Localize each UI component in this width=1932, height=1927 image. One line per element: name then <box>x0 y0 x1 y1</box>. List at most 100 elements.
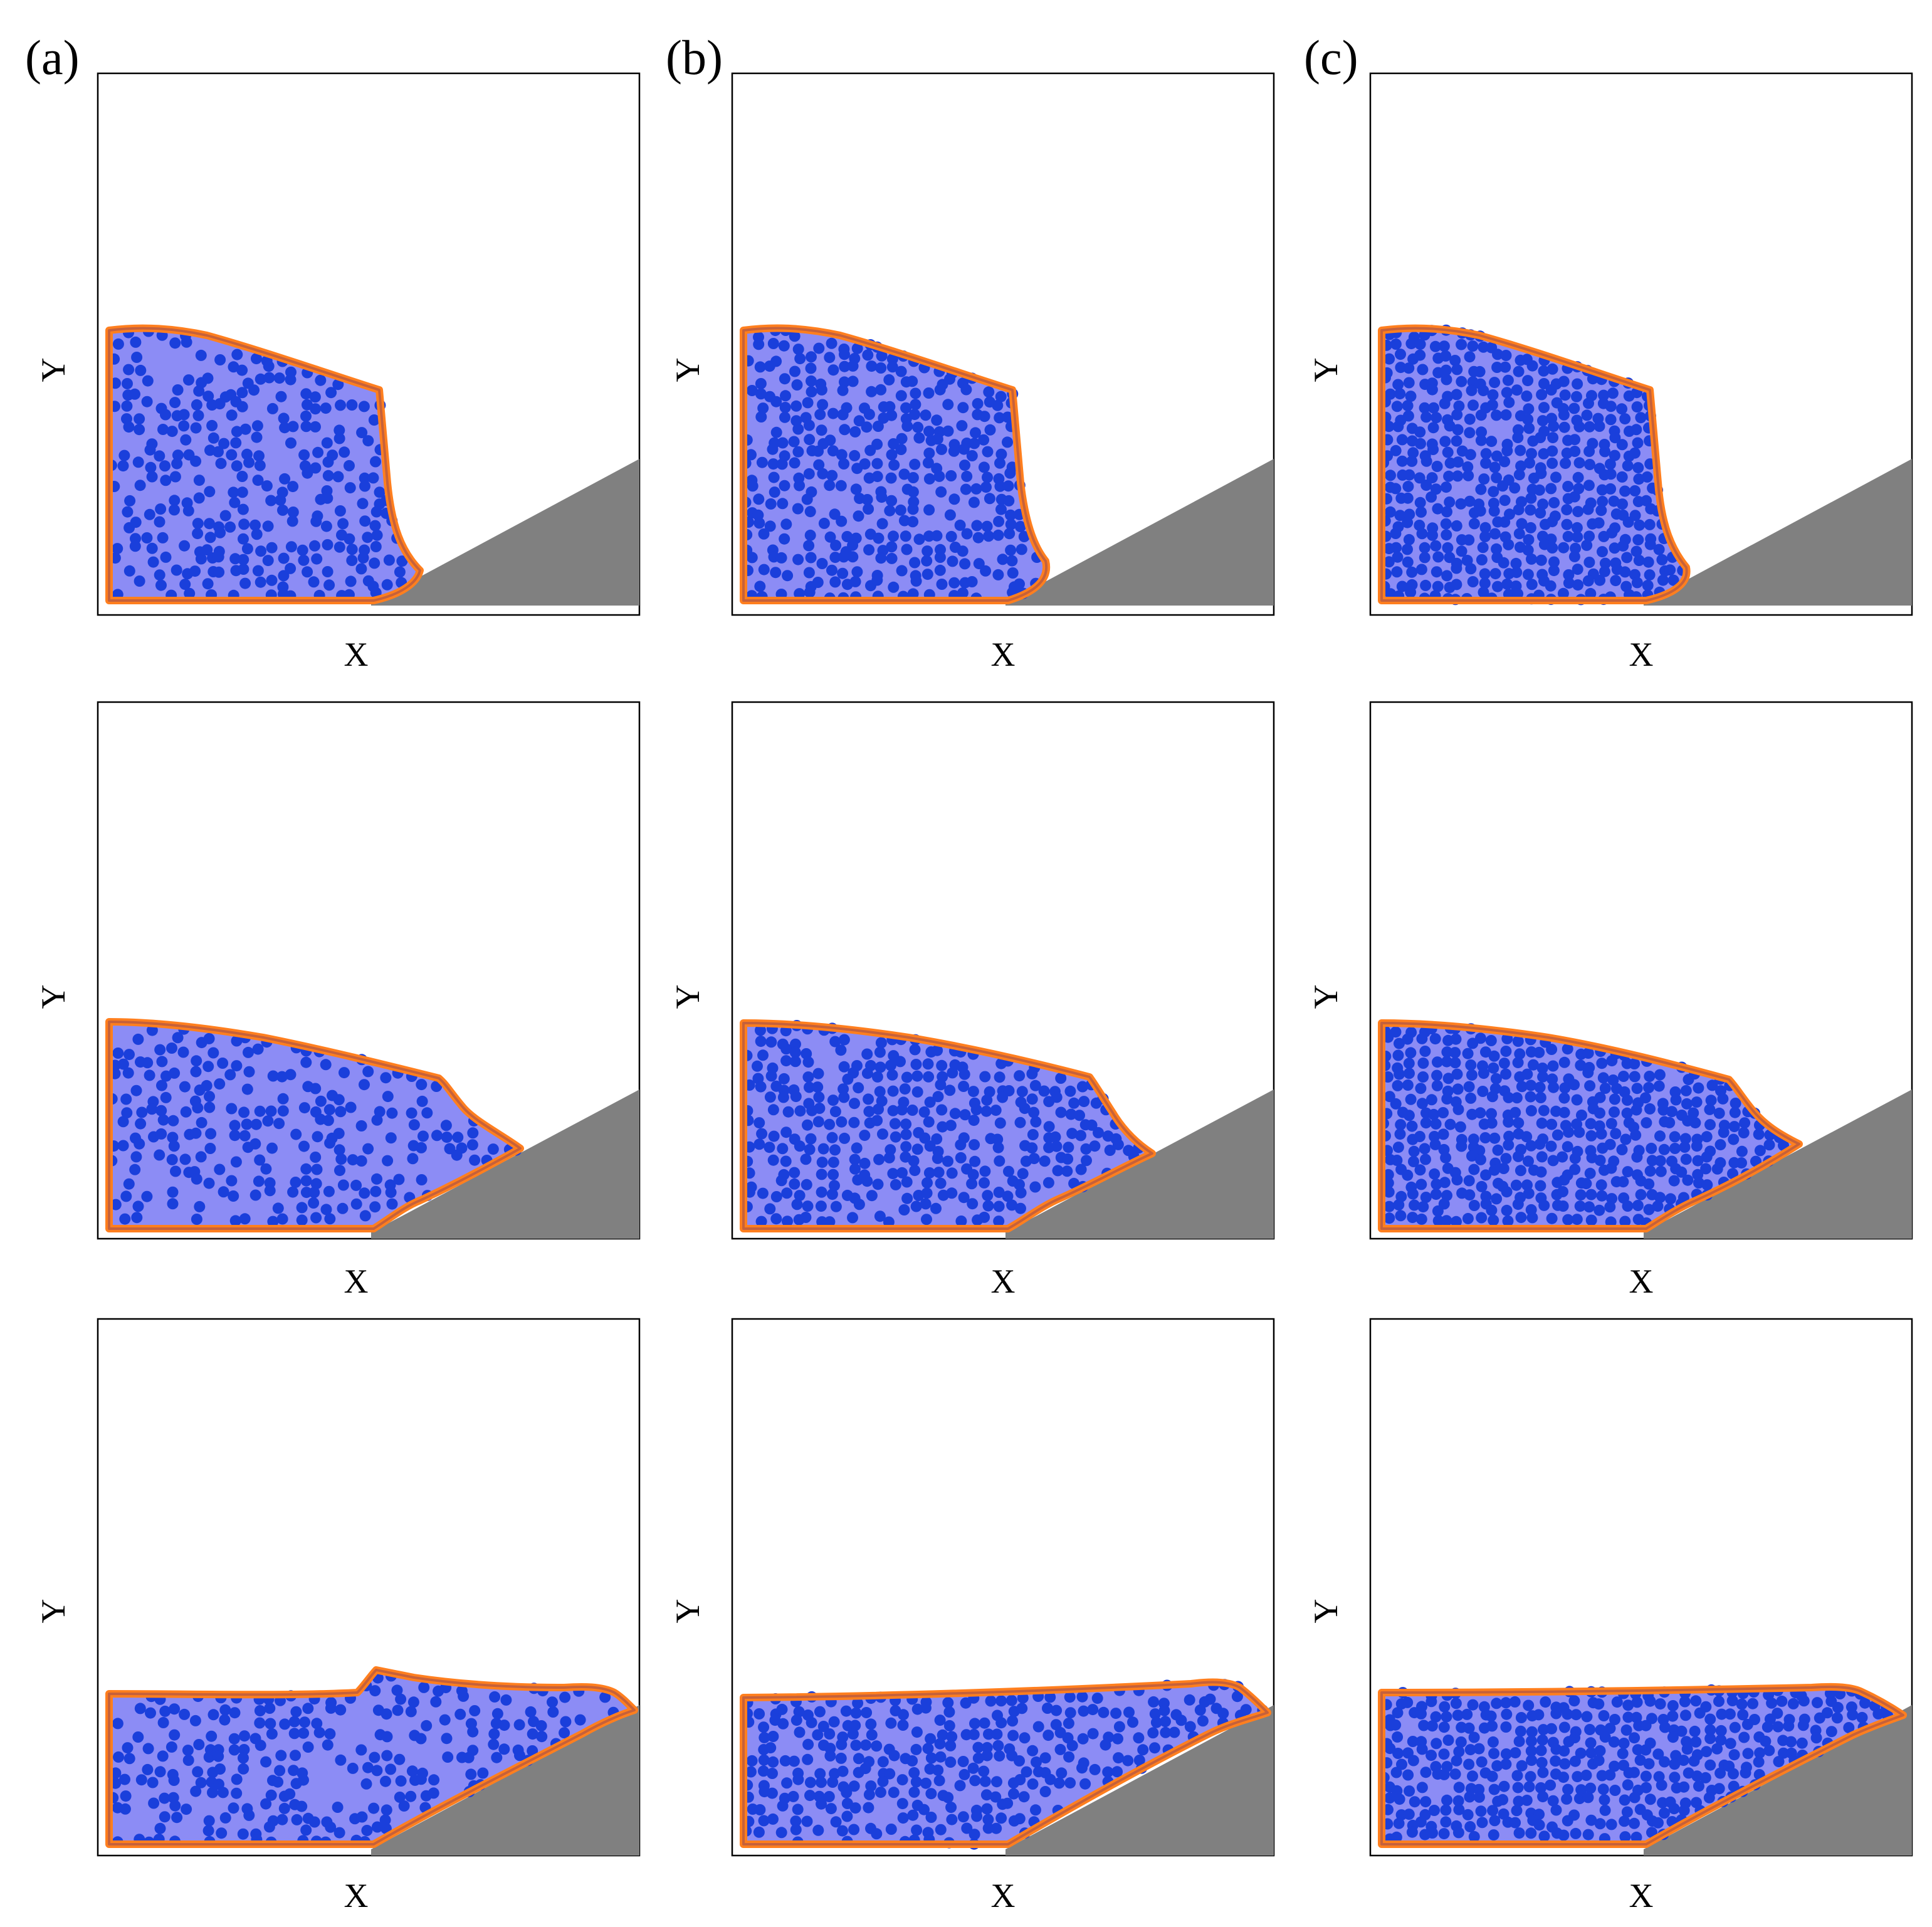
particle <box>1559 389 1571 401</box>
particle <box>1562 530 1574 542</box>
particle <box>160 475 172 486</box>
particle <box>866 360 878 372</box>
particle <box>967 1086 979 1098</box>
particle <box>948 445 960 457</box>
particle <box>982 1822 994 1834</box>
particle <box>1583 557 1595 568</box>
particle <box>1415 1816 1427 1828</box>
particle <box>1111 1766 1123 1778</box>
particle <box>1466 384 1478 396</box>
particle <box>1104 1145 1116 1156</box>
particle <box>968 496 980 508</box>
particle <box>1728 1768 1739 1780</box>
particle <box>191 399 202 411</box>
particle <box>1604 1723 1616 1735</box>
particle <box>1778 1747 1789 1759</box>
particle <box>1604 458 1616 470</box>
particle <box>757 1765 769 1777</box>
particle <box>1015 1187 1027 1199</box>
particle <box>933 470 945 482</box>
particle <box>189 565 201 577</box>
particle <box>1516 518 1528 530</box>
particle <box>1056 1767 1068 1779</box>
particle <box>1548 421 1560 433</box>
particle <box>911 1703 923 1715</box>
particle <box>1563 577 1575 589</box>
particle <box>1487 1736 1499 1748</box>
particle <box>498 1743 510 1755</box>
particle <box>824 1728 836 1740</box>
particle <box>1659 1721 1671 1733</box>
particle <box>254 1154 266 1166</box>
particle <box>298 554 310 566</box>
particle <box>777 1091 789 1103</box>
particle <box>182 505 194 517</box>
particle <box>1558 1092 1570 1104</box>
particle <box>451 1149 463 1161</box>
particle <box>371 529 383 541</box>
particle <box>958 443 970 455</box>
particle <box>1492 580 1503 592</box>
particle <box>1491 543 1503 555</box>
particle <box>217 1787 229 1798</box>
particle <box>1408 1145 1420 1157</box>
particle <box>900 402 912 414</box>
particle <box>1487 1805 1499 1817</box>
particle <box>1693 1780 1704 1792</box>
particle <box>829 1036 841 1048</box>
particle <box>982 1200 994 1212</box>
particle <box>1704 1724 1716 1736</box>
particle <box>755 411 767 423</box>
particle <box>920 1198 932 1210</box>
particle <box>910 387 921 399</box>
particle <box>1467 1699 1479 1711</box>
particle <box>767 1768 778 1779</box>
particle <box>1629 1058 1641 1069</box>
particle <box>1039 1786 1051 1797</box>
particle <box>157 1114 169 1126</box>
particle <box>1406 455 1418 467</box>
particle <box>251 431 263 443</box>
particle <box>452 1132 464 1143</box>
particle <box>826 470 838 481</box>
particle <box>1571 1094 1583 1106</box>
particle <box>1607 387 1619 399</box>
particle <box>921 569 933 580</box>
particle <box>1533 484 1545 496</box>
particle <box>1524 457 1535 469</box>
particle <box>547 1706 559 1718</box>
particle <box>288 1765 300 1777</box>
particle <box>167 1115 179 1126</box>
particle <box>753 339 765 350</box>
particle <box>900 1141 912 1153</box>
particle <box>1713 1696 1725 1707</box>
particle <box>1394 1037 1405 1049</box>
particle <box>202 1061 214 1073</box>
particle <box>848 1824 860 1835</box>
particle <box>1523 403 1535 415</box>
particle <box>756 456 768 468</box>
particle <box>936 579 948 590</box>
particle <box>910 1059 922 1070</box>
particle <box>1561 504 1573 516</box>
particle <box>1551 1129 1563 1141</box>
particle <box>1029 1079 1041 1091</box>
particle <box>191 1214 202 1225</box>
particle <box>395 1693 407 1705</box>
particle <box>1538 378 1550 389</box>
particle <box>1392 1707 1404 1719</box>
particle <box>122 1067 134 1079</box>
particle <box>770 426 782 438</box>
particle <box>298 1774 309 1786</box>
particle <box>238 1752 249 1764</box>
particle <box>1547 1155 1559 1167</box>
particle <box>190 422 202 434</box>
particle <box>1585 1814 1597 1826</box>
particle <box>1525 1091 1536 1103</box>
particle <box>1438 340 1450 352</box>
particle <box>841 1787 853 1798</box>
particle <box>1406 566 1418 578</box>
particle <box>1585 587 1597 599</box>
particle <box>895 390 907 402</box>
particle <box>252 1043 264 1055</box>
